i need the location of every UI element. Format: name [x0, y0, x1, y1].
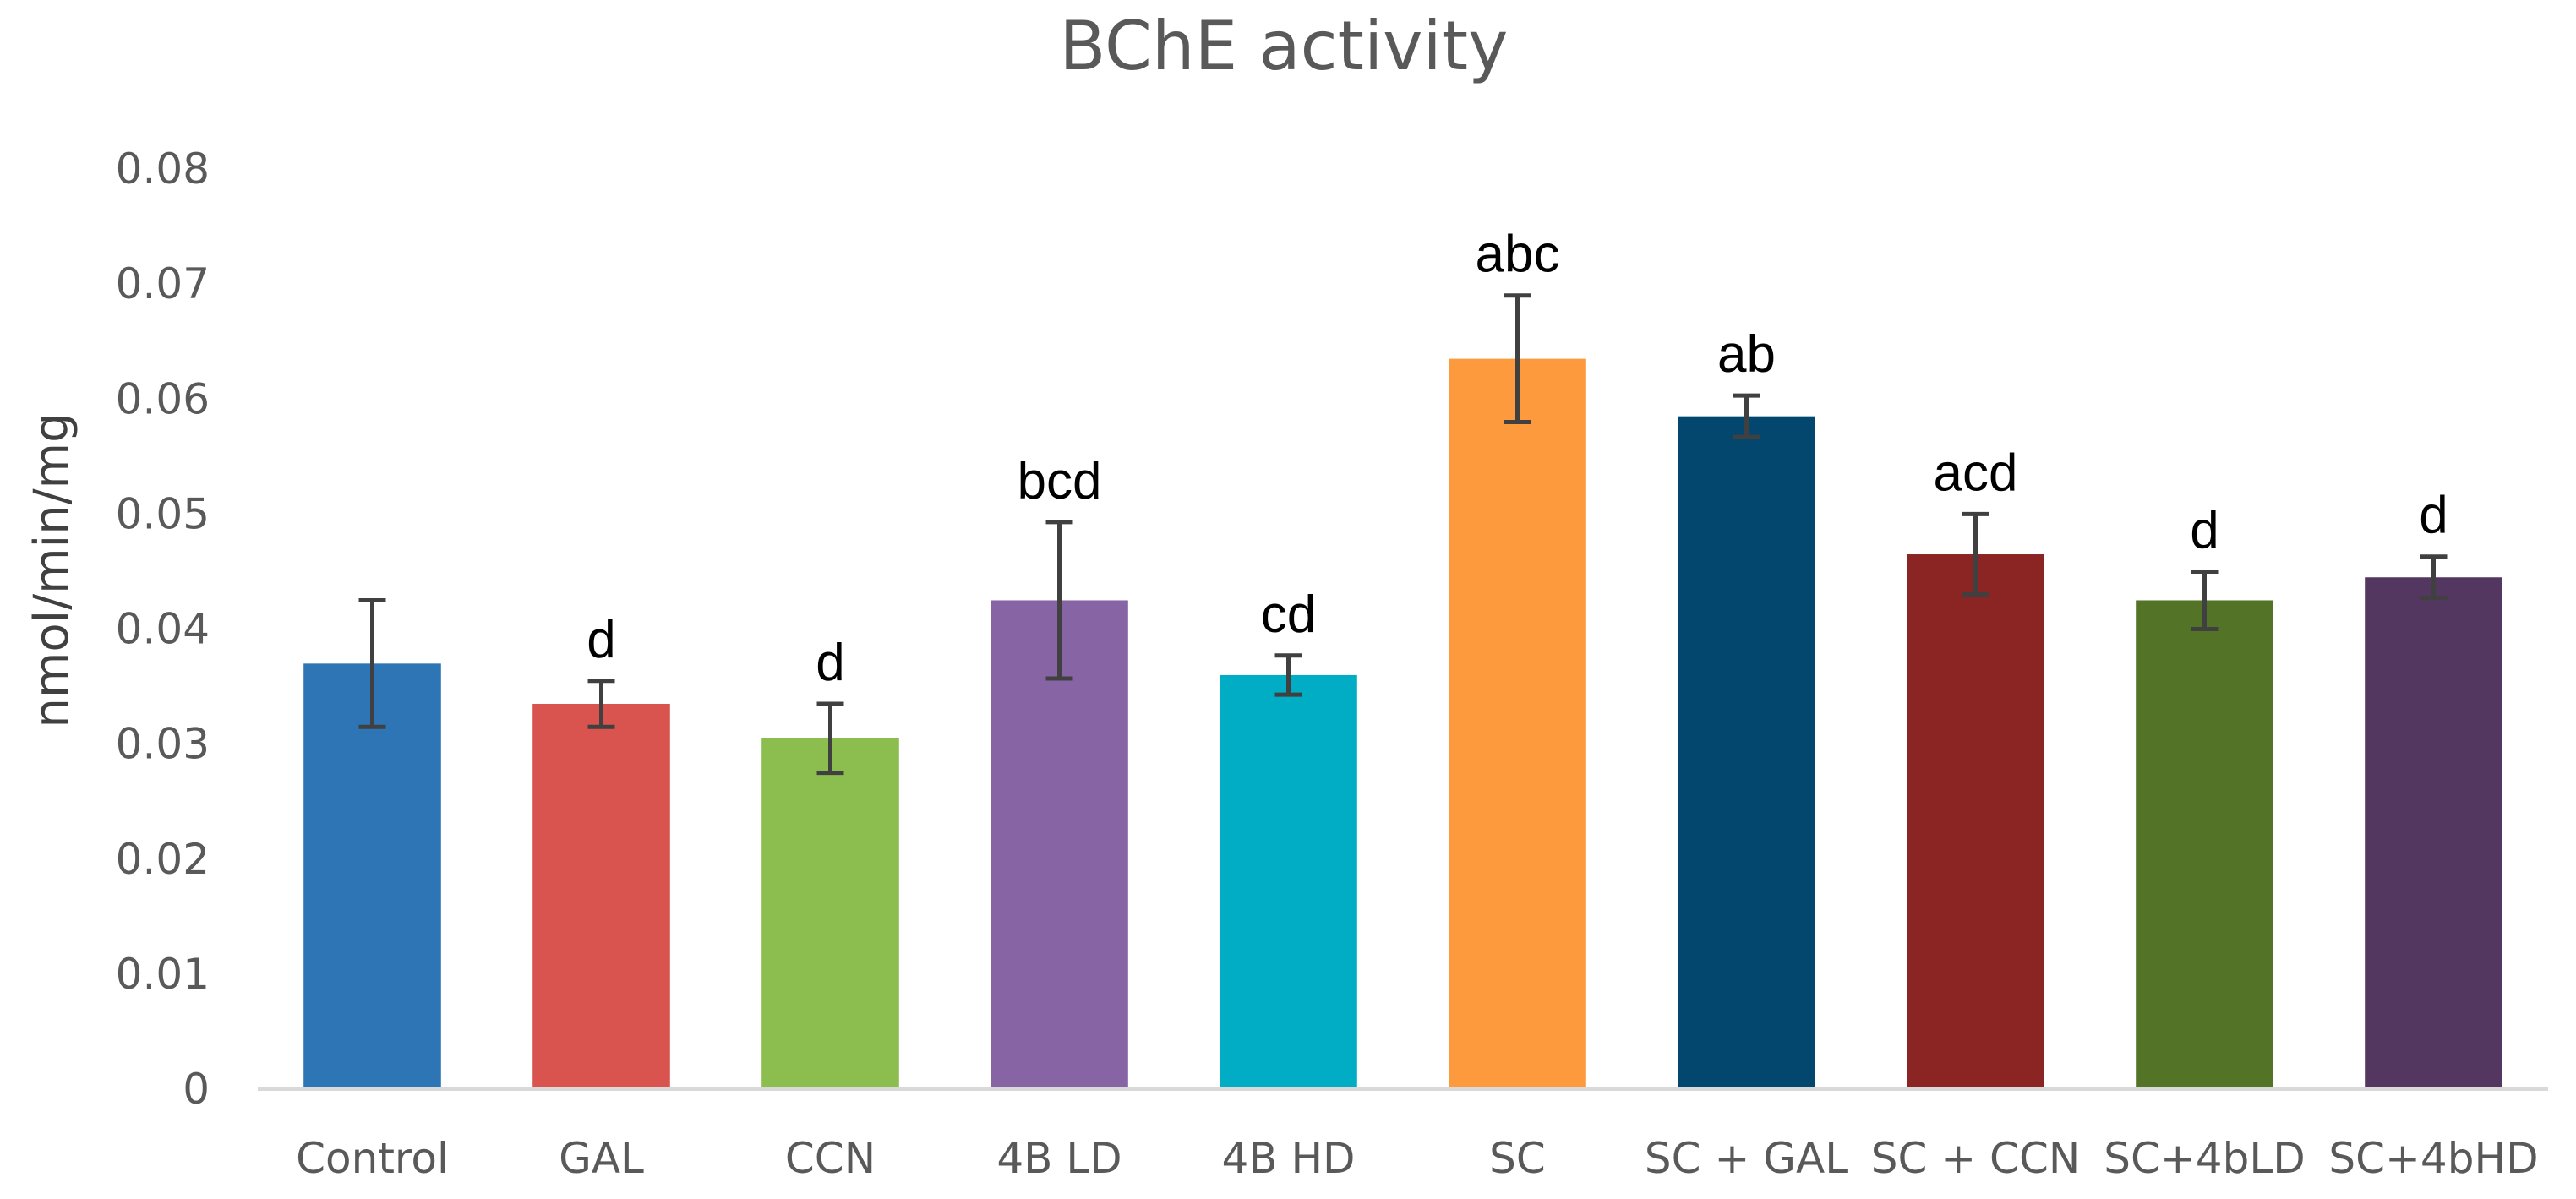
significance-label: d [816, 634, 844, 692]
y-tick-label: 0.01 [116, 950, 210, 999]
x-tick-label: SC [1489, 1134, 1546, 1183]
y-tick-labels: 0 0.01 0.02 0.03 0.04 0.05 0.06 0.07 0.08 [116, 144, 210, 1114]
significance-label: bcd [1018, 452, 1102, 510]
significance-label: ab [1717, 325, 1776, 384]
chart-title: BChE activity [1060, 7, 1509, 85]
x-tick-label: GAL [559, 1134, 644, 1183]
y-tick-label: 0.06 [116, 374, 210, 423]
error-bar [1733, 393, 1760, 439]
bars [303, 358, 2502, 1089]
error-bar [1504, 293, 1531, 424]
error-bar [1962, 511, 1989, 597]
x-tick-label: 4B LD [996, 1134, 1122, 1183]
bar [2365, 577, 2502, 1089]
x-tick-label: CCN [785, 1134, 876, 1183]
x-tick-labels: Control GAL CCN 4B LD 4B HD SC SC + GAL SC + CC… [296, 1134, 2538, 1183]
y-tick-label: 0.05 [116, 489, 210, 538]
x-tick-label: SC+4bHD [2328, 1134, 2538, 1183]
x-tick-label: 4B HD [1221, 1134, 1355, 1183]
error-bar [2420, 554, 2448, 601]
error-bar [1045, 520, 1073, 681]
y-tick-label: 0.08 [116, 144, 210, 193]
bar [2136, 600, 2273, 1089]
y-tick-label: 0.07 [116, 259, 210, 308]
y-tick-label: 0.02 [116, 835, 210, 884]
significance-label: acd [1934, 444, 2018, 502]
y-tick-label: 0.04 [116, 605, 210, 654]
significance-label: abc [1476, 226, 1560, 284]
significance-label: d [2419, 487, 2448, 545]
significance-labels: d d bcd cd abc ab acd d d [587, 226, 2448, 692]
bar [1449, 358, 1586, 1089]
bar [1907, 554, 2044, 1089]
x-tick-label: SC+4bLD [2104, 1134, 2305, 1183]
x-tick-label: SC + GAL [1645, 1134, 1848, 1183]
bar [991, 600, 1128, 1089]
significance-label: d [587, 611, 615, 669]
error-bar [2191, 569, 2219, 631]
bar [761, 738, 899, 1089]
y-axis-label: nmol/min/mg [25, 412, 79, 728]
x-tick-label: Control [296, 1134, 449, 1183]
error-bars [358, 293, 2448, 776]
error-bar [358, 597, 386, 729]
bar [1220, 674, 1357, 1089]
significance-label: d [2190, 501, 2219, 559]
bar [303, 663, 441, 1089]
y-tick-label: 0.03 [116, 720, 210, 769]
bar [1678, 416, 1815, 1089]
error-bar [816, 701, 844, 776]
significance-label: cd [1261, 586, 1316, 644]
x-tick-label: SC + CCN [1871, 1134, 2081, 1183]
bar [532, 703, 670, 1089]
error-bar [1274, 653, 1302, 697]
y-tick-label: 0 [183, 1065, 210, 1114]
error-bar [587, 679, 615, 729]
